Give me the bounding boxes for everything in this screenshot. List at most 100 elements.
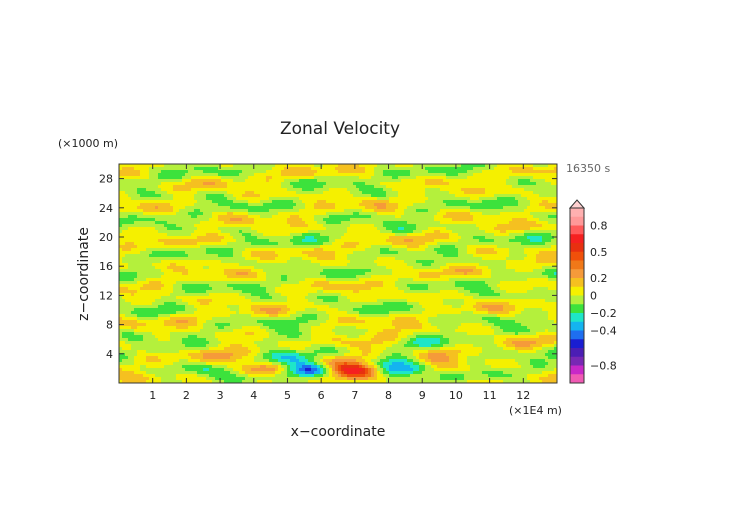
field-cell	[206, 221, 210, 225]
field-cell	[194, 176, 198, 180]
field-cell	[317, 287, 321, 291]
field-cell	[260, 212, 264, 216]
field-cell	[251, 380, 255, 384]
field-cell	[320, 323, 324, 327]
field-cell	[161, 275, 165, 279]
field-cell	[149, 371, 153, 375]
field-cell	[134, 359, 138, 363]
field-cell	[221, 203, 225, 207]
field-cell	[176, 371, 180, 375]
field-cell	[242, 254, 246, 258]
field-cell	[149, 179, 153, 183]
field-cell	[269, 344, 273, 348]
field-cell	[149, 167, 153, 171]
field-cell	[236, 371, 240, 375]
field-cell	[185, 275, 189, 279]
field-cell	[140, 368, 144, 372]
field-cell	[179, 212, 183, 216]
field-cell	[269, 356, 273, 360]
field-cell	[293, 350, 297, 354]
field-cell	[152, 257, 156, 261]
field-cell	[221, 260, 225, 264]
field-cell	[212, 350, 216, 354]
field-cell	[122, 263, 126, 267]
field-cell	[119, 167, 123, 171]
field-cell	[182, 173, 186, 177]
field-cell	[272, 221, 276, 225]
field-cell	[308, 254, 312, 258]
field-cell	[218, 224, 222, 228]
field-cell	[194, 269, 198, 273]
field-cell	[284, 203, 288, 207]
field-cell	[122, 368, 126, 372]
field-cell	[293, 203, 297, 207]
field-cell	[257, 239, 261, 243]
field-cell	[263, 242, 267, 246]
field-cell	[191, 287, 195, 291]
field-cell	[131, 305, 135, 309]
field-cell	[314, 200, 318, 204]
field-cell	[194, 347, 198, 351]
field-cell	[137, 251, 141, 255]
field-cell	[257, 179, 261, 183]
field-cell	[140, 185, 144, 189]
field-cell	[278, 371, 282, 375]
field-cell	[128, 239, 132, 243]
field-cell	[134, 218, 138, 222]
field-cell	[254, 338, 258, 342]
field-cell	[143, 368, 147, 372]
field-cell	[191, 224, 195, 228]
field-cell	[179, 281, 183, 285]
field-cell	[191, 245, 195, 249]
field-cell	[143, 242, 147, 246]
field-cell	[275, 353, 279, 357]
field-cell	[284, 356, 288, 360]
field-cell	[299, 170, 303, 174]
field-cell	[233, 341, 237, 345]
field-cell	[287, 263, 291, 267]
field-cell	[212, 308, 216, 312]
field-cell	[200, 323, 204, 327]
field-cell	[236, 359, 240, 363]
field-cell	[320, 275, 324, 279]
field-cell	[302, 338, 306, 342]
field-cell	[266, 215, 270, 219]
field-cell	[122, 320, 126, 324]
field-cell	[266, 185, 270, 189]
field-cell	[143, 263, 147, 267]
field-cell	[323, 176, 327, 180]
field-cell	[152, 365, 156, 369]
field-cell	[275, 185, 279, 189]
field-cell	[305, 284, 309, 288]
field-cell	[278, 221, 282, 225]
field-cell	[158, 365, 162, 369]
field-cell	[275, 374, 279, 378]
field-cell	[251, 353, 255, 357]
field-cell	[212, 278, 216, 282]
field-cell	[158, 170, 162, 174]
field-cell	[158, 287, 162, 291]
field-cell	[149, 242, 153, 246]
field-cell	[254, 284, 258, 288]
field-cell	[188, 242, 192, 246]
field-cell	[245, 359, 249, 363]
field-cell	[131, 191, 135, 195]
field-cell	[275, 164, 279, 168]
field-cell	[119, 308, 123, 312]
field-cell	[269, 380, 273, 384]
field-cell	[203, 242, 207, 246]
field-cell	[215, 176, 219, 180]
field-cell	[140, 263, 144, 267]
field-cell	[275, 350, 279, 354]
field-cell	[125, 215, 129, 219]
field-cell	[170, 362, 174, 366]
field-cell	[158, 368, 162, 372]
field-cell	[212, 224, 216, 228]
field-cell	[308, 176, 312, 180]
field-cell	[293, 248, 297, 252]
field-cell	[227, 344, 231, 348]
field-cell	[203, 338, 207, 342]
field-cell	[122, 284, 126, 288]
field-cell	[128, 254, 132, 258]
field-cell	[182, 179, 186, 183]
